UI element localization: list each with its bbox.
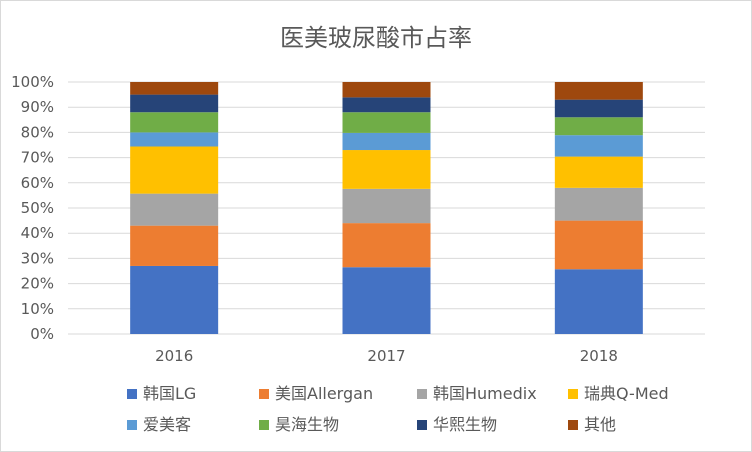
bar-segment — [130, 146, 219, 194]
y-tick-label: 80% — [21, 123, 54, 141]
legend-swatch — [259, 419, 269, 430]
x-tick-label: 2017 — [367, 347, 405, 365]
legend-item: 美国Allergan — [259, 383, 373, 405]
legend-label: 美国Allergan — [275, 384, 374, 403]
legend-label: 其他 — [584, 415, 617, 434]
legend-item: 昊海生物 — [259, 414, 339, 436]
legend-label: 瑞典Q-Med — [584, 384, 669, 403]
legend-swatch — [417, 388, 427, 399]
legend-item: 韩国LG — [127, 383, 196, 405]
x-tick-label: 2018 — [580, 347, 618, 365]
bar-segment — [554, 269, 643, 334]
y-tick-label: 90% — [21, 98, 54, 116]
legend-item: 韩国Humedix — [417, 383, 537, 405]
bar-segment — [554, 135, 643, 157]
bar-segment — [554, 156, 643, 188]
bar-segment — [342, 82, 431, 98]
y-tick-label: 20% — [21, 275, 54, 293]
legend-item: 其他 — [568, 414, 616, 436]
y-tick-label: 40% — [21, 224, 54, 242]
bar-segment — [342, 97, 431, 113]
bar-segment — [130, 82, 219, 95]
legend-swatch — [127, 419, 137, 430]
bar-segment — [342, 188, 431, 224]
bar-segment — [342, 267, 431, 334]
legend-swatch — [568, 419, 578, 430]
legend-swatch — [127, 388, 137, 399]
bar-segment — [342, 150, 431, 189]
legend-swatch — [259, 388, 269, 399]
bar-segment — [554, 82, 643, 100]
bar-segment — [342, 132, 431, 151]
x-tick-label: 2016 — [155, 347, 193, 365]
bar-segment — [554, 117, 643, 136]
legend-item: 华熙生物 — [417, 414, 497, 436]
legend-item: 爱美客 — [127, 414, 191, 436]
legend-label: 华熙生物 — [433, 415, 498, 434]
legend-label: 韩国Humedix — [433, 384, 537, 403]
legend-label: 爱美客 — [143, 415, 192, 434]
y-tick-label: 70% — [21, 149, 54, 167]
bar-segment — [130, 94, 219, 113]
bar-segment — [342, 223, 431, 268]
bar-segment — [130, 265, 219, 334]
legend-label: 韩国LG — [143, 384, 197, 403]
bar-segment — [130, 132, 219, 147]
bar-segment — [130, 112, 219, 133]
bar-segment — [342, 112, 431, 133]
bar-segment — [130, 225, 219, 266]
legend-item: 瑞典Q-Med — [568, 383, 669, 405]
y-tick-label: 50% — [21, 199, 54, 217]
bar-segment — [554, 187, 643, 221]
legend-swatch — [568, 388, 578, 399]
y-tick-label: 10% — [21, 300, 54, 318]
legend-label: 昊海生物 — [275, 415, 340, 434]
chart-title: 医美玻尿酸市占率 — [280, 24, 472, 52]
y-tick-label: 100% — [11, 73, 54, 91]
y-tick-label: 0% — [30, 325, 54, 343]
legend-swatch — [417, 419, 427, 430]
bar-segment — [130, 193, 219, 226]
y-tick-label: 60% — [21, 174, 54, 192]
bar-segment — [554, 99, 643, 118]
y-tick-label: 30% — [21, 249, 54, 267]
bar-segment — [554, 220, 643, 270]
